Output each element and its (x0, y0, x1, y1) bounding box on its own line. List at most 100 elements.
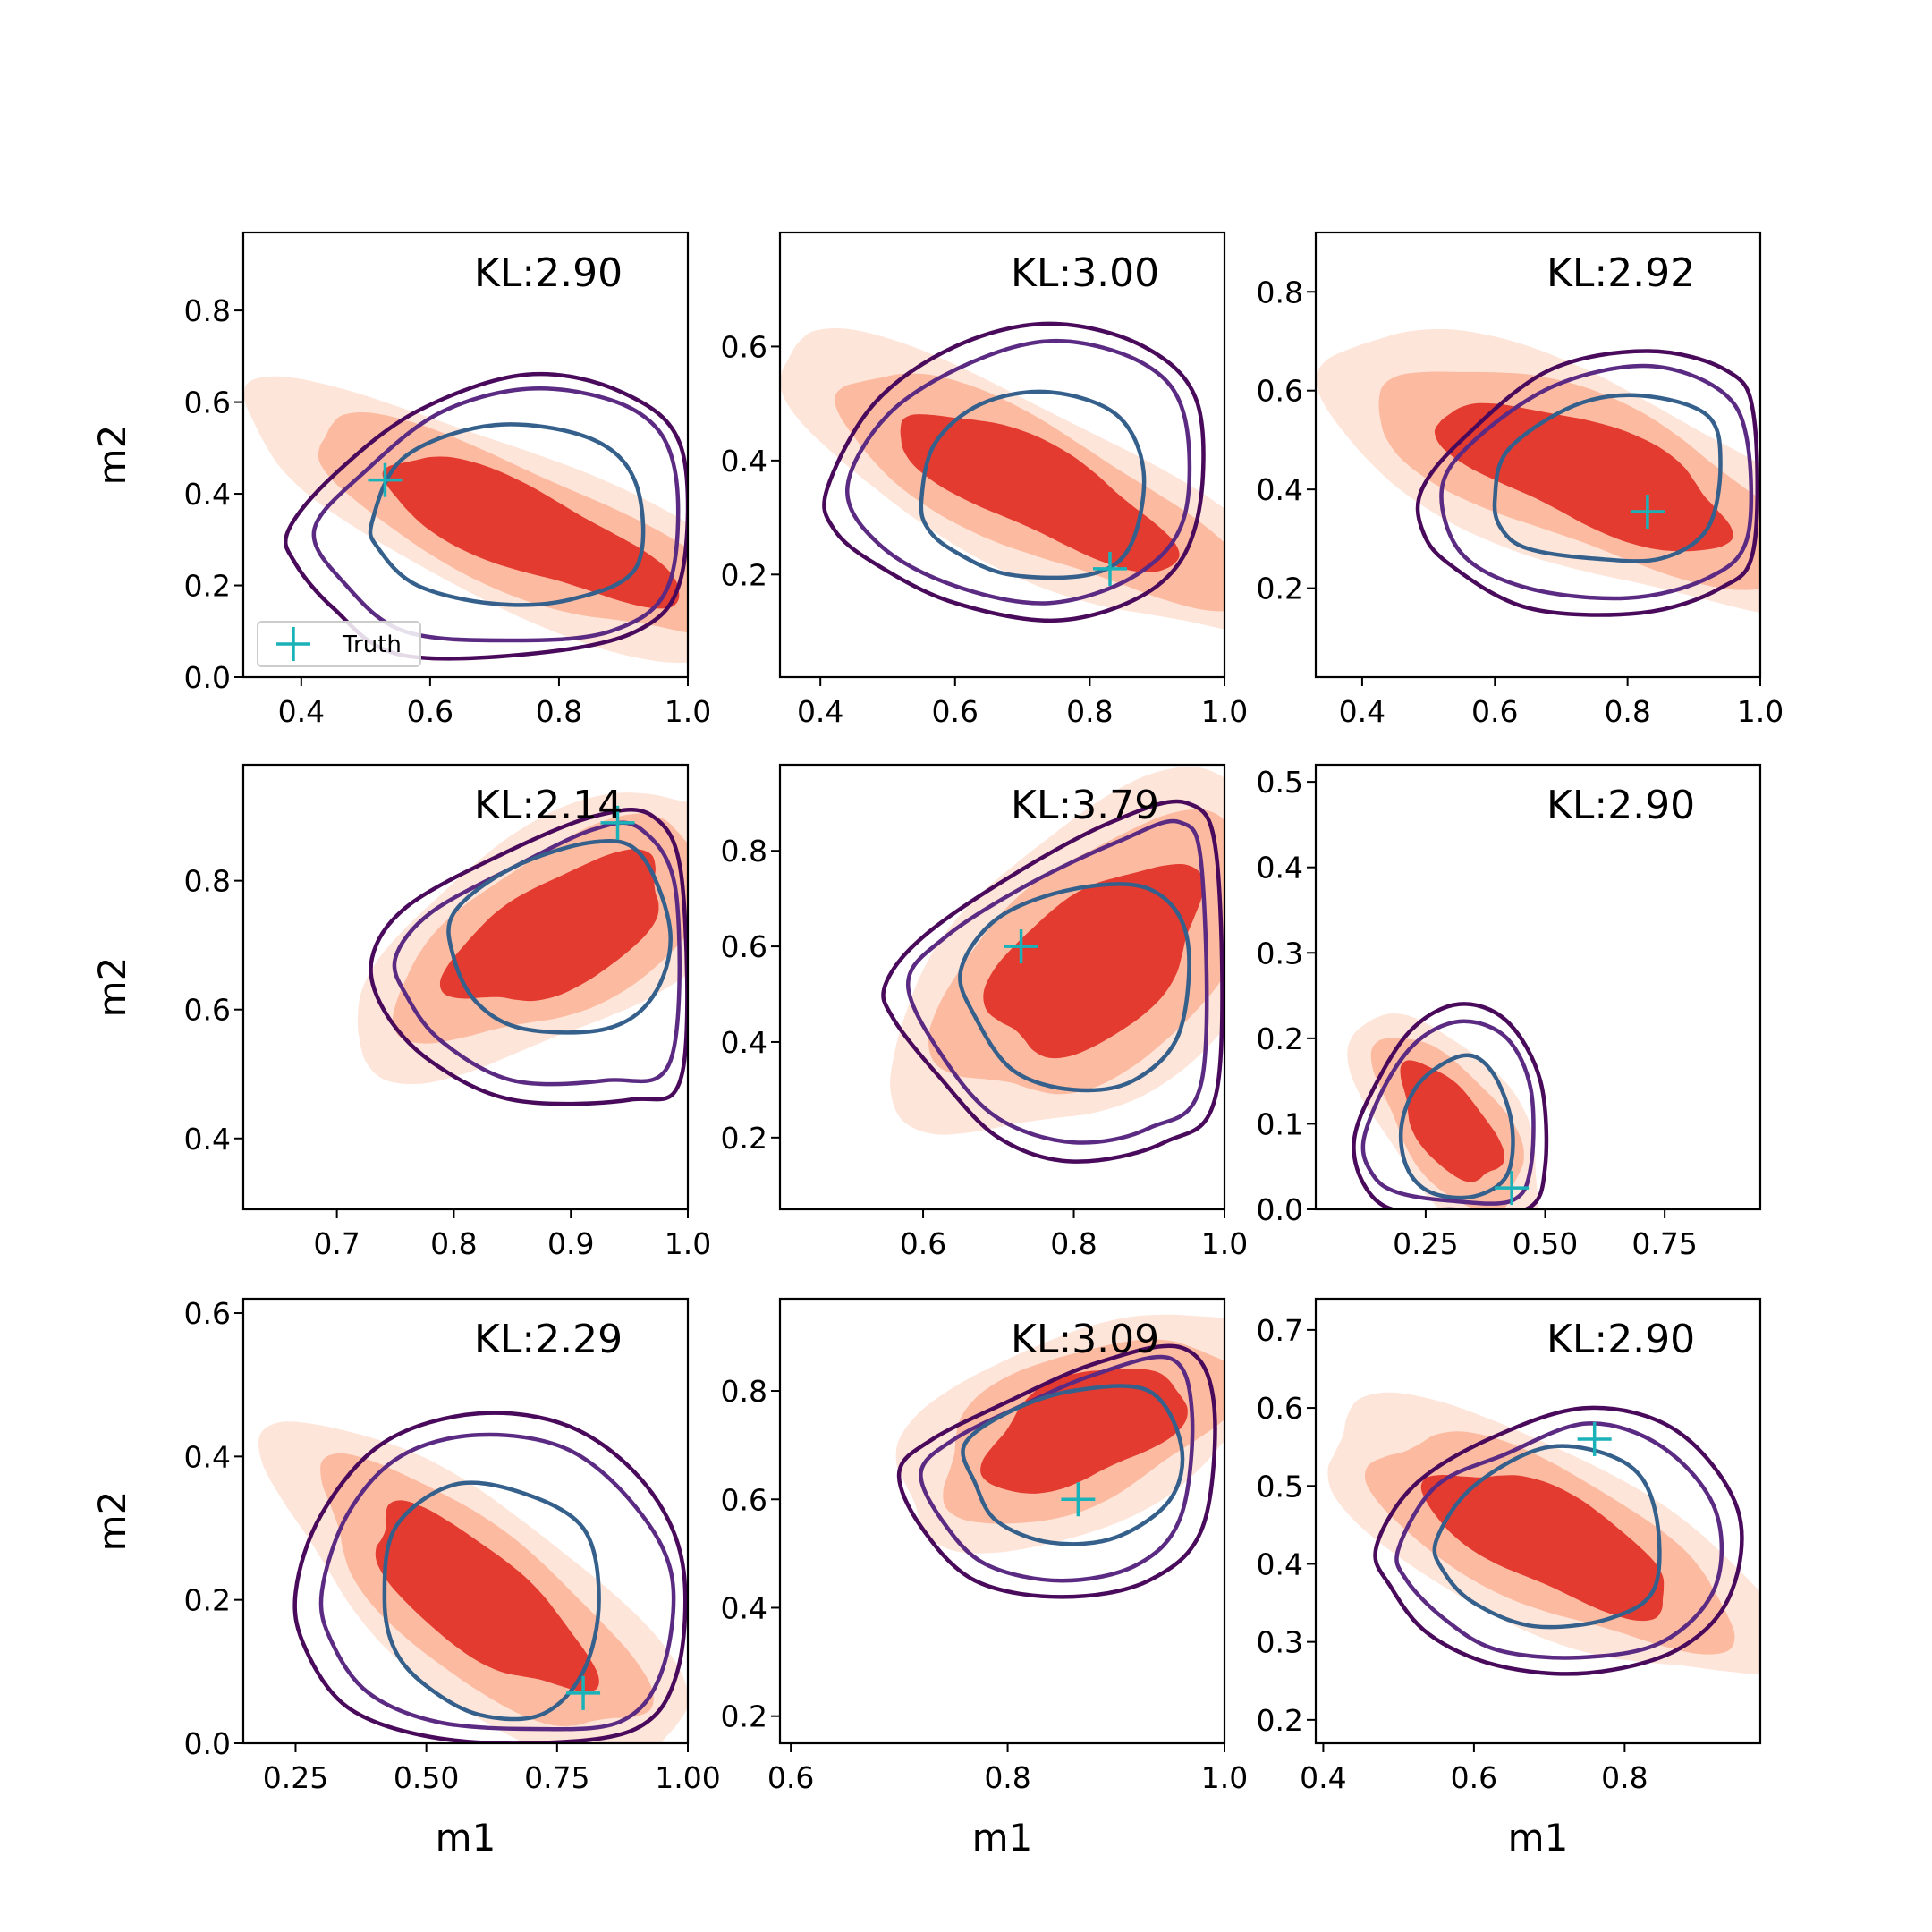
truth-marker (368, 462, 402, 497)
x-tick-label: 0.8 (1066, 694, 1113, 729)
x-tick-label: 0.6 (900, 1226, 946, 1261)
y-tick-label: 0.6 (184, 1296, 231, 1331)
x-tick-label: 0.8 (536, 694, 582, 729)
x-tick-label: 0.4 (1300, 1760, 1346, 1795)
x-tick-label: 0.75 (524, 1760, 589, 1795)
contour-outer (896, 1343, 1217, 1599)
subplot-9: 0.4 0.6 0.8 0.2 0.3 0.4 0.5 0.6 0.7 KL:2.90 m1 (1257, 1297, 1762, 1860)
subplot-7: 0.25 0.50 0.75 1.00 0.0 0.2 0.4 0.6 KL:2.29 m1 m2 (90, 1296, 721, 1860)
subplot-8: 0.6 0.8 1.0 0.2 0.4 0.6 0.8 KL:3.09 m1 (721, 1297, 1248, 1860)
legend: Truth (257, 621, 421, 667)
x-tick-label: 0.50 (394, 1760, 459, 1795)
density-fill-inner (1420, 1474, 1665, 1622)
y-tick-label: 0.2 (184, 1583, 231, 1618)
x-tick-label: 0.6 (407, 694, 453, 729)
x-tick-label: 1.0 (1201, 694, 1248, 729)
y-tick-label: 0.0 (1257, 1192, 1303, 1227)
x-axis-label: m1 (436, 1816, 496, 1860)
plot-area (357, 792, 688, 1106)
axes-frame (242, 1297, 690, 1745)
kl-annotation: KL:3.79 (1011, 783, 1159, 828)
kl-annotation: KL:2.92 (1546, 250, 1695, 296)
plot-area (244, 371, 688, 664)
truth-marker (1061, 1482, 1096, 1517)
y-tick-label: 0.8 (184, 864, 231, 899)
legend-box (257, 621, 421, 667)
x-tick-label: 0.6 (1451, 1760, 1497, 1795)
contour-middle (845, 338, 1192, 606)
axes-frame (1314, 231, 1762, 679)
x-tick-label: 0.9 (547, 1226, 594, 1261)
y-tick-label: 0.1 (1257, 1106, 1303, 1141)
y-tick-label: 0.8 (1257, 275, 1303, 309)
y-tick-label: 0.0 (184, 1726, 231, 1761)
axes-frame (778, 763, 1226, 1211)
x-tick-label: 1.0 (1737, 694, 1784, 729)
subplot-5: 0.6 0.8 1.0 0.2 0.4 0.6 0.8 KL:3.79 (721, 763, 1248, 1261)
x-axis-label: m1 (1508, 1816, 1569, 1860)
x-tick-label: 0.6 (932, 694, 979, 729)
x-tick-label: 0.8 (1604, 694, 1650, 729)
x-tick-label: 0.25 (1393, 1226, 1458, 1261)
x-tick-label: 0.4 (278, 694, 325, 729)
x-axis-label: m1 (972, 1816, 1033, 1860)
x-tick-label: 0.7 (313, 1226, 360, 1261)
plot-area (1316, 328, 1760, 617)
contour-inner (919, 389, 1147, 580)
x-tick-label: 0.75 (1631, 1226, 1697, 1261)
contour-middle (1394, 1421, 1724, 1660)
contour-inner (1398, 1053, 1515, 1200)
kl-annotation: KL:2.90 (1546, 1317, 1695, 1362)
plot-area (895, 1314, 1224, 1599)
y-tick-label: 0.8 (184, 293, 231, 328)
axes-frame (1314, 1297, 1762, 1745)
kl-annotation: KL:2.90 (474, 250, 623, 296)
kl-annotation: KL:2.29 (474, 1317, 623, 1362)
x-tick-label: 0.6 (1471, 694, 1518, 729)
y-tick-label: 0.5 (1257, 1469, 1303, 1504)
y-tick-label: 0.6 (721, 929, 767, 964)
contour-outer (881, 799, 1224, 1164)
truth-marker (1630, 495, 1665, 530)
x-tick-label: 1.0 (665, 694, 711, 729)
y-tick-label: 0.2 (1257, 1021, 1303, 1056)
density-fill-inner (382, 456, 680, 609)
x-tick-label: 1.0 (665, 1226, 711, 1261)
y-tick-label: 0.3 (1257, 936, 1303, 970)
contour-inner (446, 839, 673, 1035)
y-tick-label: 0.4 (1257, 472, 1303, 507)
y-tick-label: 0.2 (1257, 572, 1303, 606)
plot-area (1327, 1392, 1760, 1676)
x-tick-label: 0.4 (1339, 694, 1385, 729)
subplot-1: 0.4 0.6 0.8 1.0 0.0 0.2 0.4 0.6 0.8 KL:2.90 m2 Trut… (90, 231, 711, 729)
contour-inner (961, 1384, 1185, 1546)
density-fill-inner (983, 863, 1204, 1059)
subplot-6: 0.25 0.50 0.75 0.0 0.1 0.2 0.3 0.4 0.5 KL:2.90 (1257, 763, 1762, 1261)
y-tick-label: 0.8 (721, 1374, 767, 1409)
y-tick-label: 0.4 (1257, 1546, 1303, 1581)
density-fill-inner (375, 1500, 599, 1692)
x-tick-label: 1.0 (1201, 1760, 1248, 1795)
subplot-4: 0.7 0.8 0.9 1.0 0.4 0.6 0.8 KL:2.14 m2 (90, 763, 711, 1261)
truth-marker (1495, 1171, 1530, 1206)
contour-outer (822, 321, 1206, 623)
y-tick-label: 0.4 (184, 1439, 231, 1474)
y-tick-label: 0.4 (721, 1590, 767, 1625)
density-fill-inner (900, 414, 1180, 572)
x-tick-label: 0.8 (1050, 1226, 1097, 1261)
y-axis-label: m2 (90, 1491, 134, 1552)
contour-inner (382, 1480, 601, 1722)
truth-marker (566, 1675, 601, 1710)
y-tick-label: 0.2 (184, 569, 231, 604)
x-tick-label: 0.25 (263, 1760, 328, 1795)
y-tick-label: 0.2 (721, 557, 767, 592)
y-tick-label: 0.4 (184, 477, 231, 512)
contour-outer (1373, 1405, 1744, 1676)
density-fill-inner (1434, 402, 1733, 552)
y-tick-label: 0.8 (721, 834, 767, 869)
x-tick-label: 1.0 (1201, 1226, 1248, 1261)
truth-marker (1004, 929, 1038, 964)
y-tick-label: 0.6 (184, 386, 231, 420)
subplot-3: 0.4 0.6 0.8 1.0 0.2 0.4 0.6 0.8 KL:2.92 (1257, 231, 1784, 729)
plot-area (1347, 1002, 1549, 1209)
